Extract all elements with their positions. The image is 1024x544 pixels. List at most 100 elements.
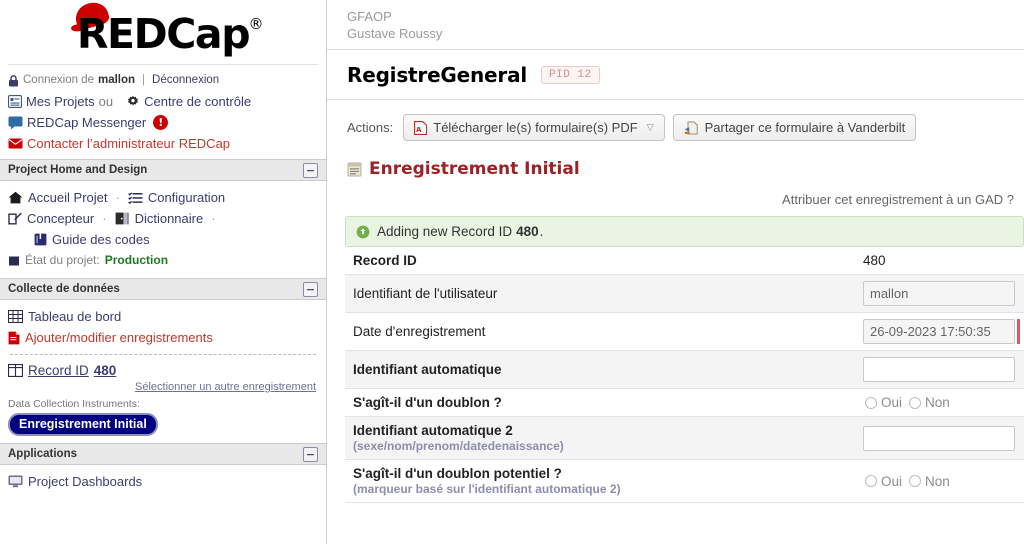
radio-group-potential-duplicate: Oui Non [863,474,1020,489]
record-form-table: Record ID 480 Identifiant de l'utilisate… [345,247,1024,503]
project-status-label: État du projet: [25,253,100,267]
field-value-record-id-cell: 480 [855,247,1024,275]
session-divider: | [142,74,146,86]
section-title-applications: Applications [8,448,78,460]
radio-potential-duplicate-oui[interactable]: Oui [865,474,902,489]
radio-dot-icon[interactable] [909,396,922,409]
table-row: S'agît-il d'un doublon potentiel ? (marq… [345,459,1024,503]
session-row: Connexion de mallon | Déconnexion [8,71,318,90]
status-square-icon [8,255,20,267]
messenger-alert-badge[interactable]: ! [153,115,169,130]
dot-sep-2: · [102,211,107,226]
sidebar: REDCap ® Connexion de mallon | Déconnexi… [0,0,327,544]
org-name: Gustave Roussy [347,26,443,41]
radio-group-duplicate: Oui Non [863,395,1020,410]
sidebar-link-dictionnaire[interactable]: Dictionnaire [134,211,204,226]
field-value-auto-id-2-cell [855,416,1024,460]
main-content: GFAOP Gustave Roussy RegistreGeneral PID… [327,0,1024,544]
success-circle-icon [356,225,370,239]
assign-record-row: Attribuer cet enregistrement à un GAD ? [327,179,1024,207]
messenger-link[interactable]: REDCap Messenger [27,115,147,130]
sidebar-record-id-value[interactable]: 480 [93,363,117,378]
collapse-toggle-data-collection[interactable]: − [303,281,318,297]
share-form-button[interactable]: Partager ce formulaire à Vanderbilt [672,114,917,141]
project-home-row-3: Guide des codes [8,229,318,250]
sidebar-link-concepteur[interactable]: Concepteur [27,211,95,226]
contact-admin-row: Contacter l’administrateur REDCap [8,134,318,153]
field-input-wrap-user-id [863,281,1020,306]
section-body-data-collection: Tableau de bord Ajouter/modifier enregis… [0,300,326,443]
project-status-row: État du projet: Production [8,250,318,271]
section-header-applications[interactable]: Applications − [0,443,326,465]
field-value-auto-id-cell [855,350,1024,389]
sidebar-record-id-label[interactable]: Record ID [28,363,89,378]
field-value-record-id: 480 [863,253,886,268]
chevron-down-icon: ▽ [646,122,654,132]
sidebar-link-ajouter-modifier[interactable]: Ajouter/modifier enregistrements [25,330,213,345]
field-input-auto-id-2[interactable] [863,425,1015,451]
logout-link[interactable]: Déconnexion [152,74,220,86]
section-title-project-home: Project Home and Design [8,164,148,176]
radio-dot-icon[interactable] [865,396,877,409]
field-label-auto-id: Identifiant automatique [345,350,855,389]
radio-dot-icon[interactable] [909,475,922,487]
form-title: Enregistrement Initial [327,141,1024,179]
org-divider [327,49,1024,50]
instrument-pill-enregistrement-initial[interactable]: Enregistrement Initial [8,413,158,436]
field-label-auto-id-2-cell: Identifiant automatique 2 (sexe/nom/pren… [345,416,855,460]
radio-duplicate-non[interactable]: Non [909,395,950,410]
actions-label: Actions: [347,120,394,135]
radio-label-non: Non [925,473,950,489]
alert-record-id: 480 [516,224,539,239]
download-pdf-label: Télécharger le(s) formulaire(s) PDF [433,120,638,135]
section-header-data-collection[interactable]: Collecte de données − [0,278,326,300]
org-code: GFAOP [347,9,392,24]
radio-label-non: Non [925,395,950,410]
download-pdf-button[interactable]: A Télécharger le(s) formulaire(s) PDF ▽ [403,114,665,141]
alert-prefix: Adding new Record ID [377,224,513,239]
field-value-user-id-cell [855,274,1024,313]
alert-suffix: . [539,224,544,239]
field-input-record-date[interactable] [863,319,1015,344]
chat-bubble-icon [8,116,23,130]
radio-duplicate-oui[interactable]: Oui [865,395,902,410]
collapse-toggle-applications[interactable]: − [303,446,318,462]
field-value-record-date-cell [855,312,1024,351]
sidebar-link-tableau-de-bord[interactable]: Tableau de bord [28,309,122,324]
username: mallon [97,74,136,86]
logo-divider [8,64,318,65]
field-input-user-id[interactable] [863,281,1015,306]
section-body-applications: Project Dashboards [0,465,326,499]
select-other-record-link[interactable]: Sélectionner un autre enregistrement [135,381,316,393]
project-title-bar: RegistreGeneral PID 12 [327,50,1024,100]
pid-badge: PID 12 [541,66,600,84]
sidebar-link-configuration[interactable]: Configuration [147,190,226,205]
lock-icon [8,74,19,87]
grid-icon [7,309,24,324]
control-center-link[interactable]: Centre de contrôle [144,94,252,109]
field-value-duplicate-cell: Oui Non [855,388,1024,417]
field-input-auto-id[interactable] [863,357,1015,382]
redcap-logo[interactable]: REDCap ® [0,0,326,64]
form-title-text: Enregistrement Initial [369,159,580,179]
envelope-icon [8,138,23,149]
radio-potential-duplicate-non[interactable]: Non [909,474,950,489]
sidebar-link-accueil-projet[interactable]: Accueil Projet [28,190,108,205]
my-projects-link[interactable]: Mes Projets [26,94,95,109]
field-input-wrap-auto-id [863,357,1020,382]
sidebar-link-guide-des-codes[interactable]: Guide des codes [52,232,150,247]
field-label-potential-duplicate-cell: S'agît-il d'un doublon potentiel ? (marq… [345,459,855,503]
collapse-toggle-project-home[interactable]: − [303,162,318,178]
section-header-project-home[interactable]: Project Home and Design − [0,159,326,181]
contact-admin-link[interactable]: Contacter l’administrateur REDCap [27,136,231,151]
login-prefix: Connexion de [23,74,94,86]
registered-mark: ® [248,14,264,33]
assign-record-link[interactable]: Attribuer cet enregistrement à un GAD ? [782,192,1014,207]
pdf-icon: A [414,120,428,135]
project-status-value: Production [104,253,169,267]
dot-sep-3: · [211,211,216,226]
radio-dot-icon[interactable] [865,475,877,487]
data-collection-row-add-edit: Ajouter/modifier enregistrements [8,327,318,348]
sidebar-link-project-dashboards[interactable]: Project Dashboards [28,474,143,489]
dashboard-monitor-icon [8,475,23,488]
